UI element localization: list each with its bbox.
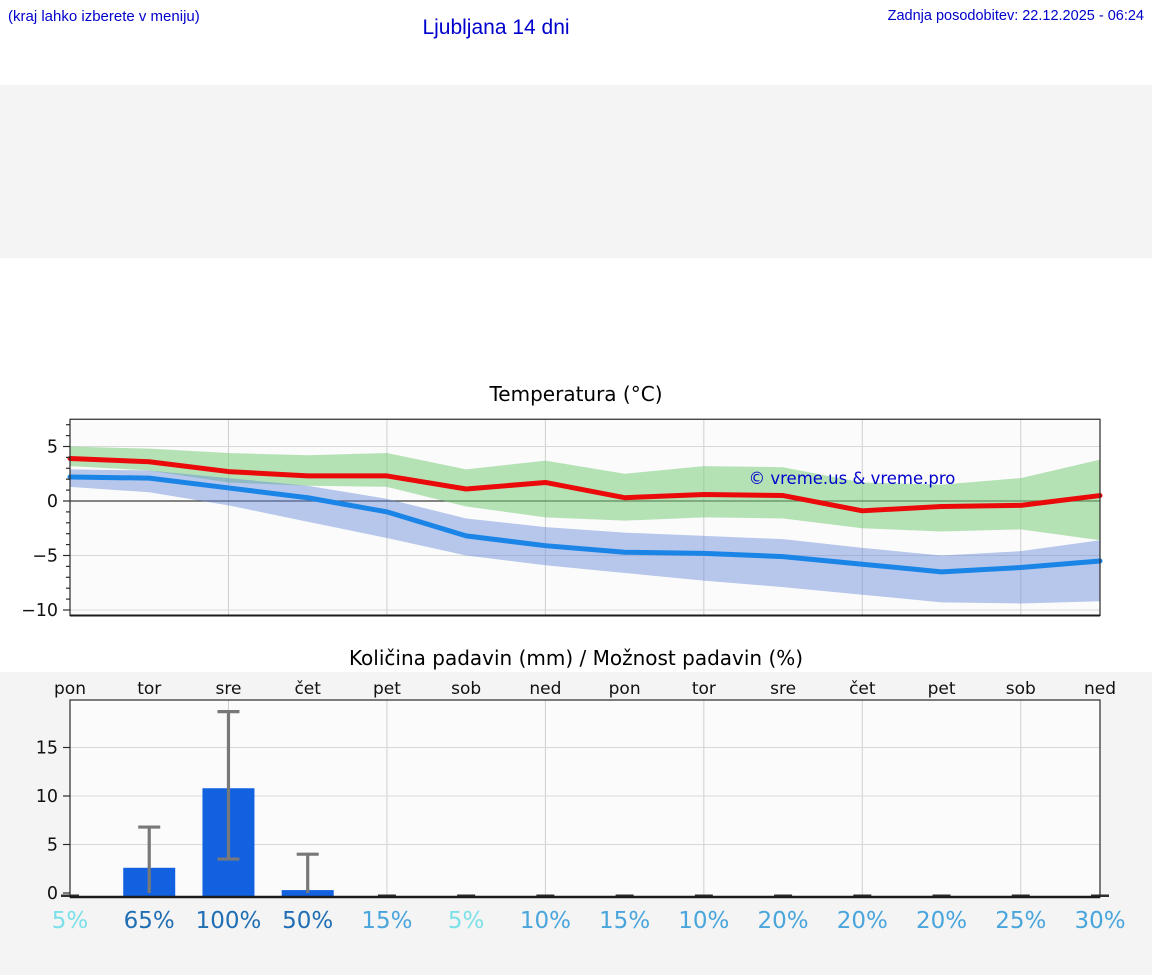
precip-bar (281, 890, 334, 897)
precip-zero-mark (853, 894, 872, 897)
precip-day-label: sob (451, 679, 481, 699)
precip-day-label: sob (1006, 679, 1036, 699)
precip-probability: 100% (196, 908, 262, 934)
precip-zero-mark (932, 894, 951, 897)
precip-error-bar (138, 825, 161, 893)
precipitation-chart-title: Količina padavin (mm) / Možnost padavin … (348, 646, 804, 670)
precip-zero-mark (1011, 894, 1030, 897)
precip-day-label: ned (1084, 679, 1116, 699)
precip-probability: 10% (520, 908, 571, 934)
max-temp-line (67, 455, 1103, 514)
temperature-chart: 5 0 −5 −10 © vreme.us & vreme.pro (21, 418, 1103, 621)
precip-day-label: ned (529, 679, 561, 699)
temp-y-tick-label: 5 (47, 438, 58, 458)
precip-probability: 50% (282, 908, 333, 934)
precip-y-tick-label: 0 (47, 884, 58, 904)
forecast-strip-background (0, 85, 1152, 258)
precip-probability: 25% (995, 908, 1046, 934)
precip-zero-mark (615, 894, 634, 897)
temp-y-tick-label: −5 (32, 547, 58, 567)
precip-y-tick-label: 15 (36, 739, 58, 759)
temp-y-tick-label: 0 (47, 492, 58, 512)
temp-y-axis: 5 0 −5 −10 (21, 424, 70, 621)
precip-day-label: sre (770, 679, 796, 699)
precip-zero-mark (377, 894, 396, 897)
temperature-chart-title: Temperatura (°C) (489, 382, 663, 406)
precip-probability: 65% (124, 908, 175, 934)
precip-day-label: tor (137, 679, 161, 699)
precip-probability: 30% (1074, 908, 1125, 934)
forecast-strip (0, 88, 1152, 256)
precip-probability: 15% (361, 908, 412, 934)
temp-y-tick-label: −10 (21, 601, 58, 621)
precip-day-label: pet (373, 679, 401, 699)
precip-probability: 20% (758, 908, 809, 934)
precip-day-label: tor (692, 679, 716, 699)
precip-probability: 10% (678, 908, 729, 934)
min-temp-line (67, 474, 1103, 575)
last-updated: Zadnja posodobitev: 22.12.2025 - 06:24 (887, 8, 1144, 24)
precip-zero-mark (694, 894, 713, 897)
precip-error-bar (217, 710, 240, 861)
precip-day-label: pon (609, 679, 641, 699)
precip-y-tick-label: 10 (36, 787, 58, 807)
precip-day-label: sre (215, 679, 241, 699)
chart-copyright: © vreme.us & vreme.pro (749, 469, 956, 488)
precip-day-label: pet (928, 679, 956, 699)
precip-y-axis: 0 5 10 15 (36, 739, 70, 904)
precip-probability: 5% (52, 908, 89, 934)
precip-probability: 20% (837, 908, 888, 934)
precip-day-label: čet (294, 679, 321, 699)
page-title: Ljubljana 14 dni (422, 16, 570, 39)
precip-probability: 5% (448, 908, 485, 934)
precipitation-chart: pon tor sre čet pet sob ned pon tor sre čet pet sob n… (36, 679, 1126, 934)
precip-probability: 20% (916, 908, 967, 934)
max-temp-band (70, 446, 1100, 541)
precip-zero-mark (457, 894, 476, 897)
precip-day-label: pon (54, 679, 86, 699)
precip-zero-mark (774, 894, 793, 897)
menu-hint[interactable]: (kraj lahko izberete v meniju) (8, 8, 200, 25)
precip-zero-mark (536, 894, 555, 897)
precip-error-bar (296, 852, 319, 893)
precip-probability: 15% (599, 908, 650, 934)
precip-day-label: čet (849, 679, 876, 699)
precip-y-tick-label: 5 (47, 836, 58, 856)
